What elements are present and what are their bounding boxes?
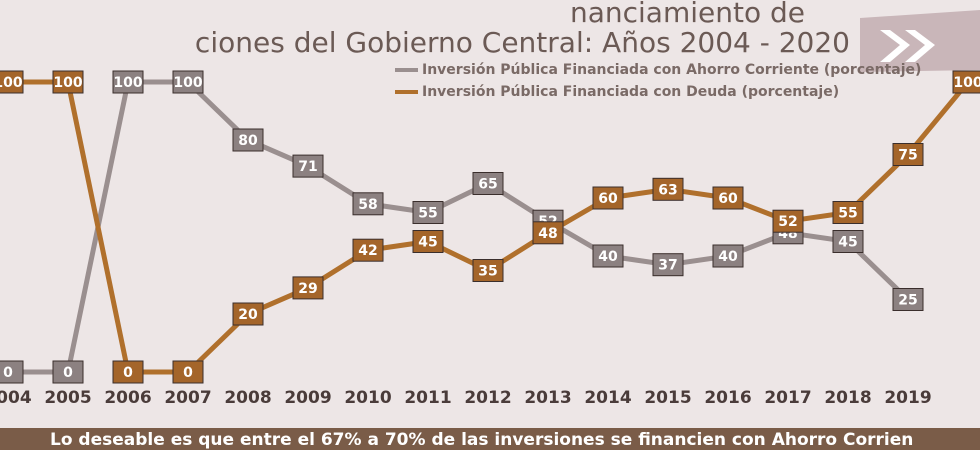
note-banner (0, 428, 980, 450)
x-tick-label: 2016 (704, 388, 751, 408)
data-label-box (232, 128, 264, 152)
x-tick-label: 2017 (764, 388, 811, 408)
x-tick-label: 2013 (524, 388, 571, 408)
data-label-box (232, 302, 264, 326)
data-label: 37 (658, 258, 677, 274)
x-tick-label: 2007 (164, 388, 211, 408)
data-label: 100 (953, 75, 980, 91)
data-label: 80 (238, 133, 258, 149)
data-label-box (472, 259, 504, 282)
data-label-box (892, 143, 924, 166)
data-label: 0 (3, 365, 13, 381)
series-line (8, 79, 910, 375)
data-label-box (112, 360, 144, 384)
x-tick-label: 2015 (644, 388, 691, 408)
data-label-box (712, 244, 744, 268)
data-label: 55 (838, 206, 857, 222)
data-label: 65 (478, 177, 497, 193)
data-label: 63 (658, 182, 677, 198)
data-label-box (412, 201, 444, 224)
legend-label: Inversión Pública Financiada con Deuda (… (422, 84, 839, 100)
data-label: 100 (173, 75, 202, 91)
data-label: 42 (358, 243, 377, 259)
note: Lo deseable es que entre el 67% a 70% de… (50, 430, 913, 450)
x-tick-label: 2019 (884, 388, 931, 408)
data-label: 0 (183, 365, 193, 381)
legend-label: Inversión Pública Financiada con Ahorro … (422, 62, 921, 78)
data-label: 75 (898, 148, 917, 164)
data-label: 0 (63, 365, 73, 381)
data-label-box (52, 360, 84, 384)
data-label: 100 (113, 75, 142, 91)
data-label-box (292, 276, 324, 300)
data-label-box (592, 186, 624, 210)
data-label-box (592, 244, 624, 268)
data-label-box (172, 360, 204, 384)
data-label-box (892, 288, 924, 311)
data-label: 55 (418, 206, 437, 222)
data-label-box (0, 70, 24, 94)
data-label: 60 (718, 191, 738, 207)
data-label: 45 (838, 235, 857, 251)
x-tick-label: 2014 (584, 388, 631, 408)
data-label: 48 (538, 226, 557, 242)
data-label-box (412, 230, 444, 253)
data-label-box (0, 360, 24, 384)
x-tick-label: 2006 (104, 388, 151, 408)
data-label-box (112, 70, 144, 94)
data-label-box (652, 177, 684, 201)
x-tick-label: 2012 (464, 388, 511, 408)
x-tick-label: 2018 (824, 388, 871, 408)
data-label: 100 (0, 75, 23, 91)
x-tick-label: 2004 (0, 388, 32, 408)
data-label-box (292, 154, 324, 178)
data-label-box (352, 238, 384, 262)
x-tick-label: 2005 (44, 388, 91, 408)
data-label: 29 (298, 281, 317, 297)
data-label-box (952, 70, 980, 94)
data-label-box (52, 70, 84, 94)
data-label-box (472, 172, 504, 195)
chart-title: nanciamiento de (570, 0, 805, 29)
data-label: 0 (123, 365, 133, 381)
data-label-box (352, 192, 384, 216)
data-label-box (532, 221, 564, 245)
data-label-box (772, 209, 804, 233)
data-label: 58 (358, 197, 377, 213)
data-label: 60 (598, 191, 618, 207)
chevron (880, 30, 910, 62)
data-label-box (652, 253, 684, 277)
data-label: 25 (898, 293, 917, 309)
data-label: 52 (778, 214, 797, 230)
data-label: 40 (598, 249, 618, 265)
data-label: 35 (478, 264, 497, 280)
chevron (905, 30, 935, 62)
data-label-box (832, 201, 864, 224)
data-label: 40 (718, 249, 738, 265)
x-tick-label: 2011 (404, 388, 451, 408)
data-label: 45 (418, 235, 437, 251)
data-label-box (832, 230, 864, 253)
x-tick-label: 2009 (284, 388, 331, 408)
data-label: 100 (53, 75, 82, 91)
data-label-box (172, 70, 204, 94)
data-label: 71 (298, 159, 317, 175)
data-label-box (712, 186, 744, 210)
chart-title: ciones del Gobierno Central: Años 2004 -… (195, 26, 850, 59)
data-label: 20 (238, 307, 258, 323)
x-tick-label: 2008 (224, 388, 271, 408)
x-tick-label: 2010 (344, 388, 391, 408)
